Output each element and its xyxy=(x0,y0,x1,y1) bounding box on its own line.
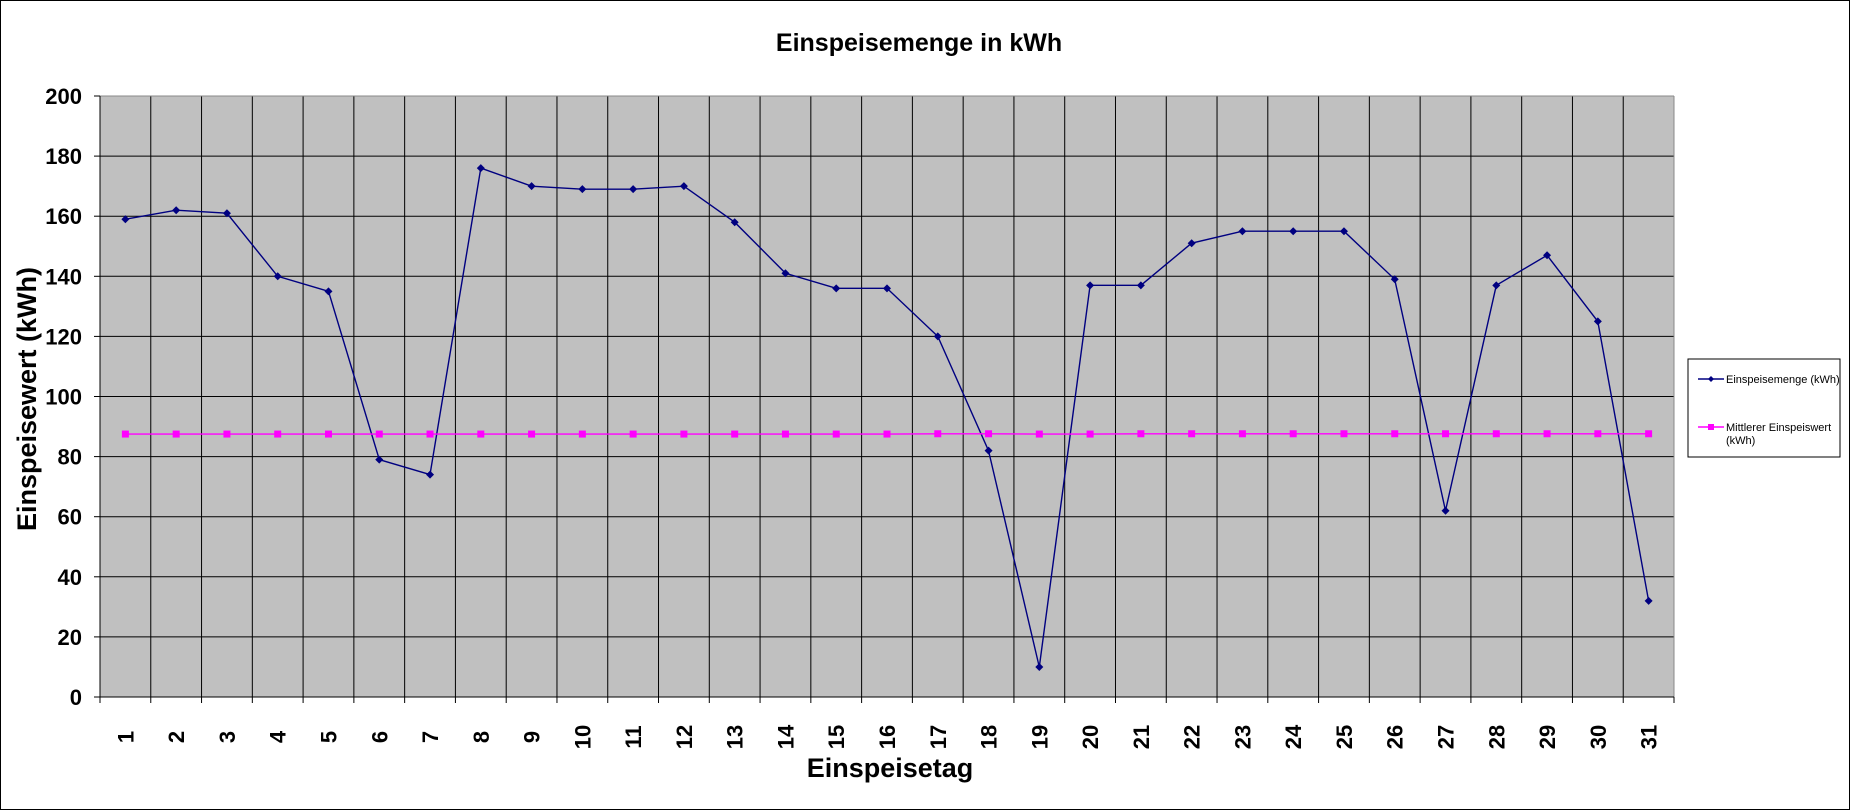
data-point xyxy=(934,430,941,437)
x-tick-label: 28 xyxy=(1484,725,1509,749)
x-tick-label: 30 xyxy=(1586,725,1611,749)
y-tick-label: 80 xyxy=(58,445,82,470)
data-point xyxy=(985,430,992,437)
chart-title: Einspeisemenge in kWh xyxy=(776,29,1062,57)
data-point xyxy=(1645,430,1652,437)
data-point xyxy=(884,431,891,438)
data-point xyxy=(223,431,230,438)
y-axis-tick-labels: 0 20 40 60 80 100 120 140 160 180 200 xyxy=(45,84,82,710)
x-tick-label: 4 xyxy=(266,730,291,743)
data-point xyxy=(376,431,383,438)
x-tick-label: 10 xyxy=(570,725,595,749)
x-tick-label: 13 xyxy=(723,725,748,749)
x-tick-label: 24 xyxy=(1281,724,1306,749)
legend-label: Einspeisemenge (kWh) xyxy=(1726,374,1840,386)
x-tick-label: 22 xyxy=(1180,725,1205,749)
x-tick-label: 1 xyxy=(113,731,138,743)
x-tick-label: 9 xyxy=(520,731,545,743)
data-point xyxy=(833,431,840,438)
data-point xyxy=(1290,430,1297,437)
x-tick-label: 16 xyxy=(875,725,900,749)
x-tick-label: 23 xyxy=(1230,725,1255,749)
data-point xyxy=(1137,430,1144,437)
legend-label: Mittlerer Einspeiswert xyxy=(1726,422,1831,434)
data-point xyxy=(1493,430,1500,437)
x-tick-label: 6 xyxy=(367,731,392,743)
data-point xyxy=(782,431,789,438)
x-axis-title: Einspeisetag xyxy=(807,753,974,783)
data-point xyxy=(1442,430,1449,437)
x-tick-label: 5 xyxy=(316,731,341,743)
x-tick-label: 15 xyxy=(824,725,849,749)
y-tick-label: 140 xyxy=(45,264,82,289)
y-tick-label: 120 xyxy=(45,324,82,349)
x-tick-label: 3 xyxy=(215,731,240,743)
data-point xyxy=(325,431,332,438)
x-tick-label: 17 xyxy=(926,725,951,749)
y-tick-label: 180 xyxy=(45,144,82,169)
x-tick-label: 8 xyxy=(469,731,494,743)
data-point xyxy=(274,431,281,438)
y-axis-title: Einspeisewert (kWh) xyxy=(12,267,42,531)
x-tick-label: 26 xyxy=(1383,725,1408,749)
data-point xyxy=(680,431,687,438)
data-point xyxy=(1594,430,1601,437)
data-point xyxy=(1188,430,1195,437)
y-tick-label: 100 xyxy=(45,385,82,410)
data-point xyxy=(731,431,738,438)
data-point xyxy=(1340,430,1347,437)
x-tick-label: 7 xyxy=(418,731,443,743)
y-tick-label: 20 xyxy=(58,625,82,650)
data-point xyxy=(1544,430,1551,437)
data-point xyxy=(122,431,129,438)
x-tick-label: 29 xyxy=(1535,725,1560,749)
data-point xyxy=(1391,430,1398,437)
data-point xyxy=(1239,430,1246,437)
x-tick-label: 25 xyxy=(1332,725,1357,749)
x-tick-label: 20 xyxy=(1078,725,1103,749)
x-tick-label: 27 xyxy=(1434,725,1459,749)
x-tick-label: 19 xyxy=(1027,725,1052,749)
y-tick-label: 200 xyxy=(45,84,82,109)
data-point xyxy=(528,431,535,438)
x-tick-label: 21 xyxy=(1129,725,1154,749)
legend-label: (kWh) xyxy=(1726,435,1755,447)
data-point xyxy=(630,431,637,438)
y-tick-label: 160 xyxy=(45,204,82,229)
data-point xyxy=(1087,431,1094,438)
x-tick-label: 11 xyxy=(621,725,646,748)
legend-marker xyxy=(1708,424,1714,430)
data-point xyxy=(1036,431,1043,438)
legend: Einspeisemenge (kWh) Mittlerer Einspeiswe… xyxy=(1688,359,1840,457)
data-point xyxy=(477,431,484,438)
x-tick-label: 14 xyxy=(773,724,798,749)
x-tick-label: 18 xyxy=(977,725,1002,749)
y-tick-label: 0 xyxy=(70,685,82,710)
y-tick-label: 40 xyxy=(58,565,82,590)
data-point xyxy=(579,431,586,438)
x-tick-label: 12 xyxy=(672,725,697,749)
x-tick-label: 2 xyxy=(164,731,189,743)
y-tick-label: 60 xyxy=(58,505,82,530)
data-point xyxy=(173,431,180,438)
x-tick-label: 31 xyxy=(1637,725,1662,749)
data-point xyxy=(427,431,434,438)
